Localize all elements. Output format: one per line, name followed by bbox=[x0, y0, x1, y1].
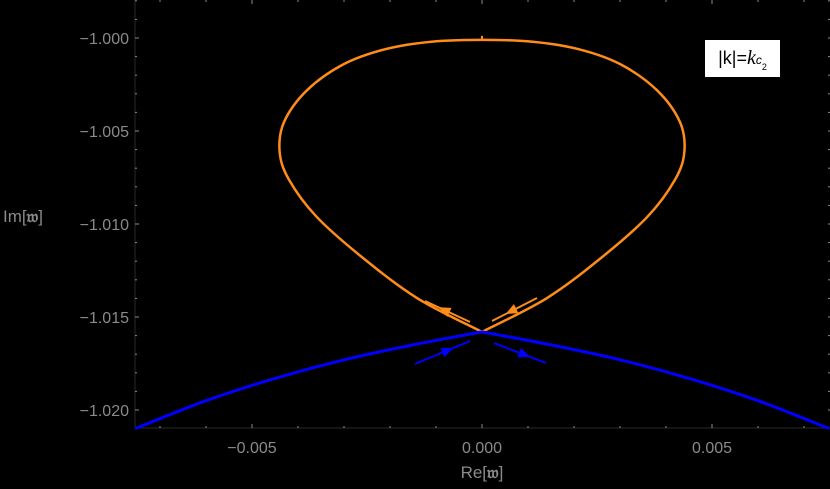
series-line bbox=[278, 38, 686, 333]
series-line bbox=[481, 330, 830, 430]
y-tick-label: −1.020 bbox=[80, 403, 129, 420]
y-axis-label: Im[𝔴] bbox=[3, 207, 43, 227]
y-tick-label: −1.005 bbox=[80, 124, 129, 141]
y-tick-label: −1.010 bbox=[80, 217, 129, 234]
x-tick-label: 0.005 bbox=[692, 440, 732, 457]
x-tick-label: −0.005 bbox=[227, 440, 276, 457]
y-tick-label: −1.000 bbox=[80, 31, 129, 48]
legend-annotation: |k|= k c2 bbox=[705, 40, 780, 77]
x-tick-label: 0.000 bbox=[462, 440, 502, 457]
y-tick-label: −1.015 bbox=[80, 310, 129, 327]
direction-arrows bbox=[414, 297, 547, 365]
axis-ticks: −1.000 −1.005 −1.010 −1.015 −1.020 −0.005 0.00… bbox=[80, 0, 830, 457]
x-axis-label: Re[𝔴] bbox=[461, 463, 504, 483]
legend-k: k bbox=[746, 47, 756, 69]
series-line bbox=[134, 330, 483, 430]
legend-prefix: |k|= bbox=[718, 48, 747, 68]
plot-series bbox=[134, 35, 830, 430]
legend-subscript: c2 bbox=[755, 53, 767, 72]
